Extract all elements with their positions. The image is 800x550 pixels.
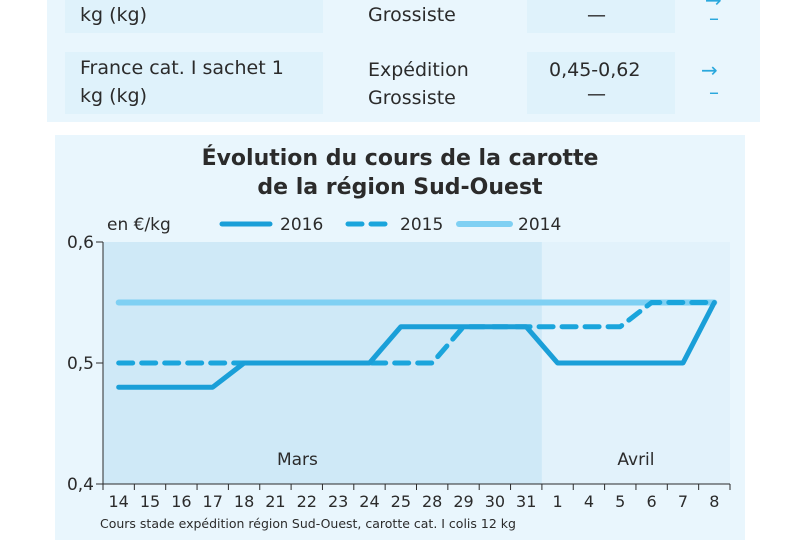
table-cell — [65, 0, 323, 33]
table-row-price: — — [587, 83, 606, 105]
legend-label-2016: 2016 — [280, 215, 323, 235]
x-tick-label: 6 — [647, 492, 657, 511]
table-row-price: 0,45-0,62 — [549, 59, 641, 81]
table-row-stage: Grossiste — [368, 87, 456, 109]
y-tick-label: 0,5 — [67, 354, 94, 374]
trend-arrow-icon: → — [705, 0, 722, 12]
table-cell — [527, 0, 675, 33]
legend-label-2015: 2015 — [400, 215, 443, 235]
x-tick-label: 28 — [422, 492, 442, 511]
x-tick-label: 22 — [297, 492, 317, 511]
trend-dash-icon: – — [709, 80, 719, 104]
x-tick-label: 16 — [171, 492, 191, 511]
x-tick-label: 1 — [552, 492, 562, 511]
month-label-mars: Mars — [277, 450, 318, 470]
x-tick-label: 21 — [265, 492, 285, 511]
series-line-2016 — [116, 300, 717, 390]
x-tick-label: 7 — [678, 492, 688, 511]
table-row-price: — — [587, 4, 606, 26]
x-tick-label: 5 — [615, 492, 625, 511]
table-row-product: kg (kg) — [80, 4, 147, 26]
y-tick-label: 0,4 — [67, 475, 94, 495]
x-tick-label: 4 — [584, 492, 594, 511]
price-table: kg (kg) Grossiste — → – France cat. I sa… — [47, 0, 760, 122]
chart-footnote: Cours stade expédition région Sud-Ouest,… — [100, 516, 516, 531]
x-tick-label: 8 — [709, 492, 719, 511]
x-tick-label: 24 — [359, 492, 379, 511]
x-tick-label: 15 — [140, 492, 160, 511]
series-line-2015 — [116, 300, 717, 366]
trend-arrow-icon: → — [701, 58, 718, 82]
x-tick-label: 14 — [108, 492, 128, 511]
table-row-product: France cat. I sachet 1 kg (kg) — [80, 57, 284, 107]
x-tick-label: 31 — [516, 492, 536, 511]
x-tick-label: 29 — [453, 492, 473, 511]
chart-title-line2: de la région Sud-Ouest — [257, 175, 543, 200]
table-cell — [65, 52, 323, 114]
chart-title-line1: Évolution du cours de la carotte — [202, 145, 599, 171]
x-tick-label: 23 — [328, 492, 348, 511]
table-row-stage: Grossiste — [368, 4, 456, 26]
x-tick-label: 17 — [203, 492, 223, 511]
legend-label-2014: 2014 — [518, 215, 561, 235]
table-cell — [527, 52, 675, 114]
month-label-avril: Avril — [617, 450, 654, 470]
x-tick-label: 30 — [485, 492, 505, 511]
legend: 2016 2015 2014 — [219, 215, 561, 235]
plot-area: 0,60,50,414 15 16 17 18 21 22 23 24 25 28 29 30 31 1 4 5… — [67, 233, 731, 511]
x-tick-label: 18 — [234, 492, 254, 511]
table-row-stage: Expédition — [368, 59, 469, 81]
y-tick-label: 0,6 — [67, 233, 94, 253]
x-tick-label: 25 — [391, 492, 411, 511]
y-axis-unit-label: en €/kg — [107, 215, 171, 235]
trend-dash-icon: – — [709, 6, 719, 30]
